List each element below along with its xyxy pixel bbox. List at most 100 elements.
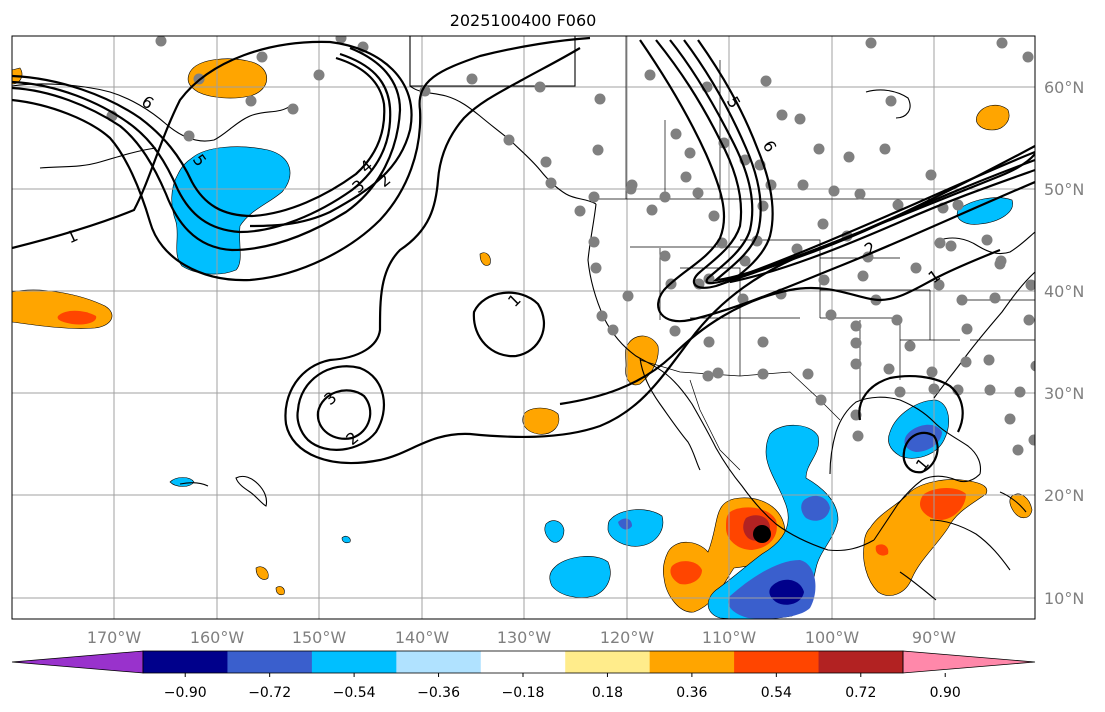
station-dot xyxy=(590,262,602,274)
station-dot xyxy=(245,95,257,107)
longitude-labels: 170°W 160°W 150°W 140°W 130°W 120°W 110°… xyxy=(87,628,956,647)
graticule xyxy=(12,36,1035,619)
station-dot xyxy=(712,367,724,379)
station-dot xyxy=(952,199,964,211)
colorbar-segment xyxy=(143,651,228,673)
station-dot xyxy=(703,336,715,348)
station-dot xyxy=(818,274,830,286)
anomaly-patch xyxy=(801,495,830,521)
station-dot xyxy=(1012,444,1024,456)
anomaly-patch xyxy=(549,556,611,598)
colorbar-extend-min xyxy=(11,650,144,674)
anomaly-patch xyxy=(544,520,565,543)
lon-label: 90°W xyxy=(912,628,956,647)
colorbar-tick-label: −0.54 xyxy=(333,685,376,701)
station-dot xyxy=(894,386,906,398)
station-dot xyxy=(588,236,600,248)
station-dot xyxy=(592,144,604,156)
station-dot xyxy=(879,143,891,155)
station-dot xyxy=(850,320,862,332)
contour-lines xyxy=(12,36,1035,474)
station-dot xyxy=(961,323,973,335)
station-dot xyxy=(815,394,827,406)
station-dot xyxy=(751,235,763,247)
station-dot xyxy=(534,81,546,93)
station-dot xyxy=(287,103,299,115)
colorbar-segment xyxy=(227,651,313,673)
lat-label: 30°N xyxy=(1044,384,1084,403)
station-dot xyxy=(776,109,788,121)
station-dot xyxy=(757,200,769,212)
colorbar-segment xyxy=(311,651,397,673)
coastlines xyxy=(12,36,1035,601)
colorbar-tick-label: −0.90 xyxy=(164,685,207,701)
anomaly-patch xyxy=(275,586,285,596)
anomaly-patch xyxy=(670,561,702,585)
lat-label: 50°N xyxy=(1044,180,1084,199)
colorbar-tick-label: −0.18 xyxy=(502,685,545,701)
colorbar-tick-label: 0.72 xyxy=(845,685,876,701)
station-dot xyxy=(885,95,897,107)
station-dot xyxy=(883,363,895,375)
station-dot xyxy=(825,309,837,321)
station-dot xyxy=(934,237,946,249)
station-dot xyxy=(670,128,682,140)
station-dot xyxy=(183,130,195,142)
lon-label: 120°W xyxy=(600,628,655,647)
station-dot xyxy=(680,171,692,183)
station-dot xyxy=(945,240,957,252)
colorbar-segment xyxy=(649,651,735,673)
station-dot xyxy=(545,177,557,189)
anomaly-patch xyxy=(769,579,804,605)
station-dot xyxy=(910,262,922,274)
station-dot xyxy=(960,356,972,368)
station-dot xyxy=(335,36,347,44)
map-frame xyxy=(11,35,1036,620)
station-dot xyxy=(1030,360,1035,372)
station-dot xyxy=(256,51,268,63)
anomaly-patch xyxy=(522,407,560,435)
station-dot xyxy=(503,134,515,146)
anomaly-patch xyxy=(169,477,195,487)
colorbar-tick-label: −0.72 xyxy=(248,685,291,701)
station-dot xyxy=(813,143,825,155)
station-dot xyxy=(984,384,996,396)
station-dot xyxy=(760,75,772,87)
anomaly-patch xyxy=(904,424,942,452)
station-dot xyxy=(1014,386,1026,398)
anomaly-patch xyxy=(956,197,1013,225)
anomaly-patch xyxy=(57,310,97,325)
station-dot xyxy=(644,69,656,81)
station-dot xyxy=(594,93,606,105)
station-dot xyxy=(852,430,864,442)
map-title: 2025100400 F060 xyxy=(450,11,597,30)
station-dot xyxy=(794,113,806,125)
colorbar-segment xyxy=(734,651,820,673)
station-dot xyxy=(466,73,478,85)
lat-label: 20°N xyxy=(1044,486,1084,505)
station-dot xyxy=(850,337,862,349)
lon-label: 170°W xyxy=(87,628,142,647)
station-dot xyxy=(1023,314,1035,326)
station-dot xyxy=(574,205,586,217)
station-dot xyxy=(737,293,749,305)
anomaly-patch xyxy=(479,252,491,266)
colorbar-segment xyxy=(396,651,482,673)
station-dot xyxy=(850,358,862,370)
colorbar-extend-max xyxy=(902,650,1036,674)
station-dot xyxy=(797,179,809,191)
station-dot xyxy=(659,191,671,203)
lon-label: 140°W xyxy=(395,628,450,647)
station-dot xyxy=(865,37,877,49)
anomaly-patch xyxy=(976,104,1010,131)
colorbar-ticks: −0.90 −0.72 −0.54 −0.36 −0.18 0.18 0.36 0.54 0.7… xyxy=(164,673,961,701)
station-dot xyxy=(313,69,325,81)
station-dot xyxy=(892,199,904,211)
lon-label: 130°W xyxy=(497,628,552,647)
station-dot xyxy=(669,325,681,337)
colorbar-tick-label: 0.36 xyxy=(676,685,707,701)
station-dot xyxy=(702,370,714,382)
colorbar-tick-label: 0.90 xyxy=(930,685,961,701)
station-dot xyxy=(659,250,671,262)
